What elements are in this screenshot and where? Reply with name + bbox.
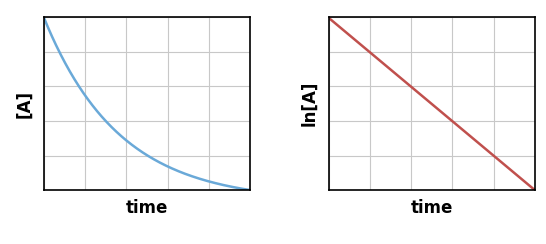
X-axis label: time: time [411,199,453,217]
Y-axis label: [A]: [A] [15,90,33,118]
X-axis label: time: time [126,199,168,217]
Y-axis label: ln[A]: ln[A] [300,81,318,126]
